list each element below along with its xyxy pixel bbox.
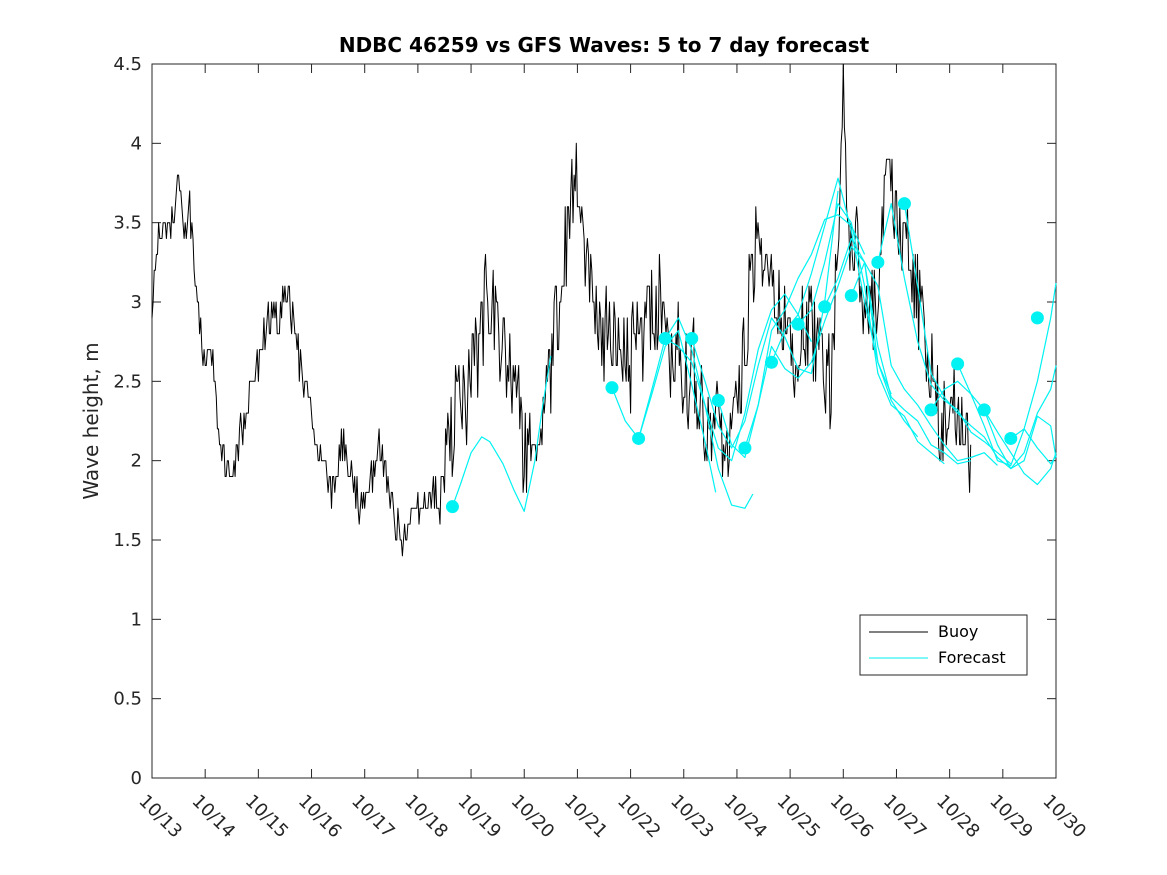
forecast-marker bbox=[977, 403, 991, 417]
forecast-line-fc8 bbox=[770, 177, 919, 438]
forecast-line-fc13 bbox=[903, 203, 1057, 470]
forecast-line-fc5 bbox=[691, 190, 839, 449]
y-axis-label: Wave height, m bbox=[79, 342, 103, 499]
y-tick-label: 3.5 bbox=[113, 213, 142, 234]
forecast-line-fc14 bbox=[930, 380, 1057, 470]
forecast-line-fc12 bbox=[877, 203, 1012, 465]
y-tick-label: 1 bbox=[131, 609, 142, 630]
forecast-marker bbox=[924, 403, 938, 417]
forecast-marker bbox=[818, 300, 832, 314]
legend-box bbox=[859, 614, 1028, 676]
forecast-marker bbox=[738, 441, 752, 455]
y-tick-label: 4.5 bbox=[113, 54, 142, 75]
forecast-marker bbox=[685, 331, 699, 345]
forecast-marker bbox=[605, 381, 619, 395]
forecast-line-fc16 bbox=[983, 409, 1057, 486]
forecast-marker bbox=[871, 255, 885, 269]
forecast-marker bbox=[765, 355, 779, 369]
chart-title: NDBC 46259 vs GFS Waves: 5 to 7 day fore… bbox=[339, 33, 870, 57]
y-tick-label: 0.5 bbox=[113, 689, 142, 710]
forecast-marker bbox=[711, 393, 725, 407]
y-axis-ticks: 0 0.5 1 1.5 2 2.5 3 3.5 4 4.5 bbox=[113, 54, 1056, 789]
forecast-line-fc4 bbox=[664, 293, 812, 462]
y-tick-label: 0 bbox=[131, 768, 142, 789]
forecast-series bbox=[451, 177, 1057, 512]
forecast-marker bbox=[844, 289, 858, 303]
forecast-line-fc2 bbox=[611, 330, 717, 493]
forecast-line-fc6 bbox=[717, 214, 866, 459]
buoy-line bbox=[151, 63, 972, 557]
legend-buoy-label: Buoy bbox=[938, 622, 978, 641]
forecast-line-fc17 bbox=[1010, 428, 1057, 465]
forecast-line-fc11 bbox=[850, 261, 998, 466]
y-tick-label: 2 bbox=[131, 451, 142, 472]
forecast-line-fc1 bbox=[451, 355, 552, 512]
forecast-marker bbox=[632, 431, 646, 445]
y-tick-label: 1.5 bbox=[113, 530, 142, 551]
forecast-line-fc9 bbox=[797, 203, 945, 465]
forecast-marker bbox=[445, 500, 459, 514]
y-tick-label: 3 bbox=[131, 292, 142, 313]
y-tick-label: 4 bbox=[131, 133, 142, 154]
forecast-line-fc15 bbox=[957, 282, 1057, 466]
forecast-marker bbox=[791, 317, 805, 331]
forecast-marker bbox=[1030, 311, 1044, 325]
forecast-marker bbox=[658, 331, 672, 345]
buoy-series bbox=[151, 63, 972, 557]
forecast-marker bbox=[897, 197, 911, 211]
y-tick-label: 2.5 bbox=[113, 371, 142, 392]
legend-forecast-label: Forecast bbox=[938, 648, 1006, 667]
forecast-markers bbox=[445, 197, 1044, 514]
forecast-marker bbox=[951, 357, 965, 371]
forecast-line-fc3 bbox=[638, 317, 754, 509]
legend: Buoy Forecast bbox=[859, 614, 1028, 676]
forecast-line-fc10 bbox=[824, 237, 972, 465]
forecast-marker bbox=[1004, 431, 1018, 445]
